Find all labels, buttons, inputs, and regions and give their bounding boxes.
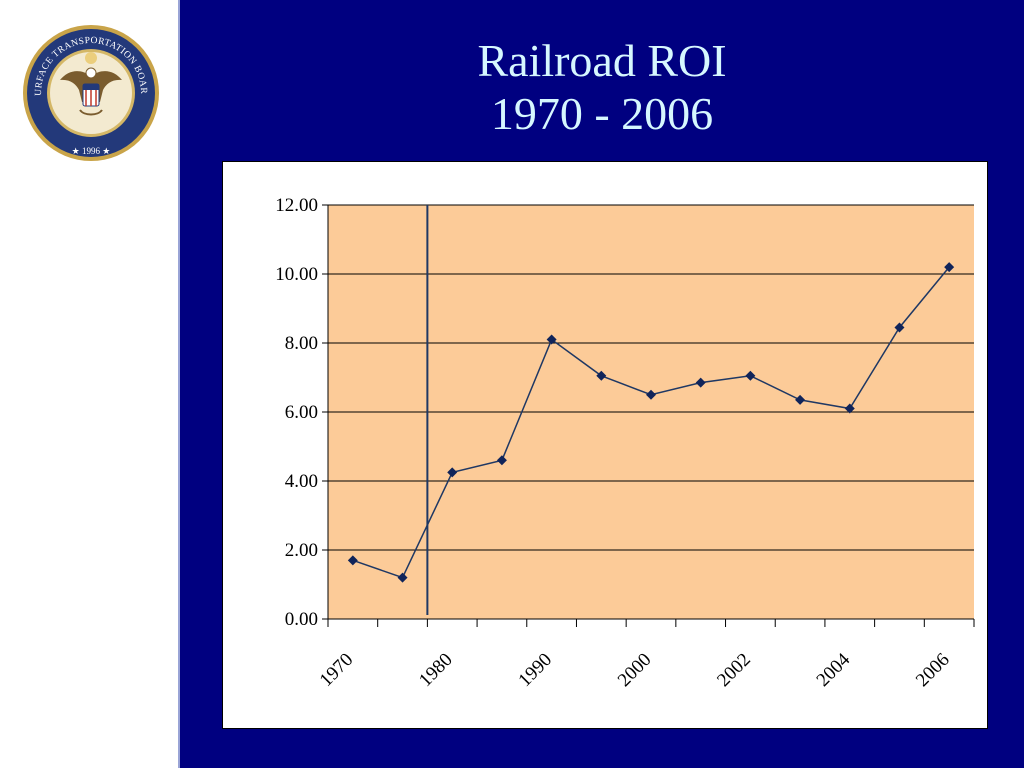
data-point bbox=[844, 403, 855, 414]
x-tick-label: 1970 bbox=[316, 649, 358, 691]
panel-divider bbox=[178, 0, 180, 768]
slide-title-line1: Railroad ROI bbox=[477, 35, 727, 86]
data-point bbox=[646, 389, 656, 400]
x-tick-label: 2000 bbox=[614, 649, 656, 691]
data-point bbox=[944, 262, 955, 273]
y-tick-label: 12.00 bbox=[275, 195, 318, 216]
left-panel: SURFACE TRANSPORTATION BOARD ★ 1996 ★ bbox=[0, 0, 178, 768]
data-point bbox=[795, 394, 806, 405]
y-tick-label: 0.00 bbox=[285, 609, 318, 630]
data-point bbox=[596, 370, 607, 381]
x-tick-label: 2002 bbox=[713, 649, 755, 691]
line-chart: 0.00 2.00 4.00 6.00 8.00 10.00 12.00 1970 1980 19… bbox=[275, 195, 975, 691]
data-point bbox=[447, 467, 458, 478]
data-point bbox=[745, 370, 756, 381]
y-tick-label: 8.00 bbox=[285, 333, 318, 354]
chart-frame: 0.00 2.00 4.00 6.00 8.00 10.00 12.00 1970 1980 19… bbox=[222, 161, 988, 729]
y-tick-label: 4.00 bbox=[285, 471, 318, 492]
seal-year-text: ★ 1996 ★ bbox=[72, 146, 111, 156]
slide-title-line2: 1970 - 2006 bbox=[490, 88, 714, 139]
data-point bbox=[695, 377, 706, 388]
data-point bbox=[397, 572, 408, 583]
data-point bbox=[496, 455, 507, 466]
x-tick-label: 2004 bbox=[813, 649, 855, 691]
eagle-seal-icon: SURFACE TRANSPORTATION BOARD ★ 1996 ★ bbox=[22, 24, 159, 161]
y-tick-label: 2.00 bbox=[285, 540, 318, 561]
slide-title: Railroad ROI 1970 - 2006 bbox=[180, 34, 1024, 140]
y-tick-label: 6.00 bbox=[285, 402, 318, 423]
data-point bbox=[546, 334, 557, 345]
data-point bbox=[347, 555, 358, 566]
y-tick-label: 10.00 bbox=[275, 264, 318, 285]
x-tick-label: 1980 bbox=[415, 649, 457, 691]
x-tick-label: 1990 bbox=[514, 649, 556, 691]
x-tick-label: 2006 bbox=[912, 649, 954, 691]
data-point bbox=[894, 322, 905, 333]
